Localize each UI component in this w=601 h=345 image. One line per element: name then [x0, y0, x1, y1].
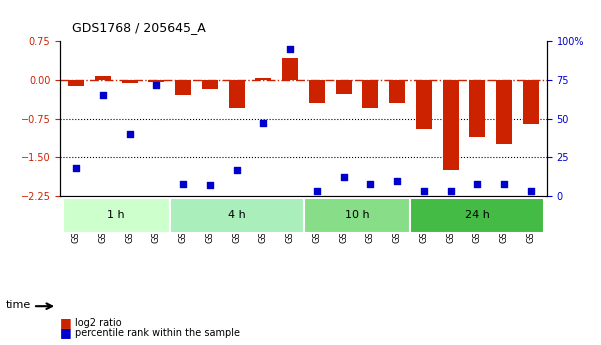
- Text: 10 h: 10 h: [345, 210, 369, 220]
- Bar: [228, 80, 245, 108]
- Point: [72, 165, 81, 171]
- Bar: [202, 80, 218, 89]
- Text: time: time: [6, 300, 31, 310]
- FancyBboxPatch shape: [63, 198, 169, 233]
- Text: ■: ■: [60, 316, 72, 329]
- Bar: [496, 80, 512, 145]
- Point: [125, 131, 135, 137]
- Bar: [362, 80, 379, 108]
- Bar: [389, 80, 405, 103]
- Text: 1 h: 1 h: [108, 210, 125, 220]
- Bar: [469, 80, 486, 137]
- Bar: [68, 80, 84, 86]
- Bar: [335, 80, 352, 95]
- Bar: [255, 79, 272, 80]
- Point: [205, 183, 215, 188]
- Point: [151, 82, 161, 87]
- Point: [365, 181, 375, 186]
- Point: [526, 189, 535, 194]
- Bar: [148, 80, 165, 81]
- Bar: [442, 80, 459, 170]
- Point: [312, 189, 322, 194]
- Bar: [309, 80, 325, 103]
- Point: [339, 175, 349, 180]
- Point: [98, 93, 108, 98]
- FancyBboxPatch shape: [304, 198, 410, 233]
- Text: ■: ■: [60, 326, 72, 339]
- Point: [285, 46, 295, 52]
- Text: 24 h: 24 h: [465, 210, 490, 220]
- Bar: [95, 76, 111, 80]
- Bar: [175, 80, 191, 96]
- Text: 4 h: 4 h: [228, 210, 246, 220]
- Bar: [121, 80, 138, 82]
- Point: [419, 189, 429, 194]
- Text: log2 ratio: log2 ratio: [75, 318, 122, 327]
- Bar: [282, 58, 298, 80]
- Point: [392, 178, 402, 183]
- Point: [446, 189, 456, 194]
- FancyBboxPatch shape: [410, 198, 545, 233]
- Point: [232, 167, 242, 172]
- Point: [258, 120, 268, 126]
- Point: [499, 181, 509, 186]
- Point: [472, 181, 482, 186]
- Text: GDS1768 / 205645_A: GDS1768 / 205645_A: [72, 21, 206, 34]
- Point: [178, 181, 188, 186]
- FancyBboxPatch shape: [169, 198, 304, 233]
- Bar: [523, 80, 539, 124]
- Bar: [416, 80, 432, 129]
- Text: percentile rank within the sample: percentile rank within the sample: [75, 328, 240, 338]
